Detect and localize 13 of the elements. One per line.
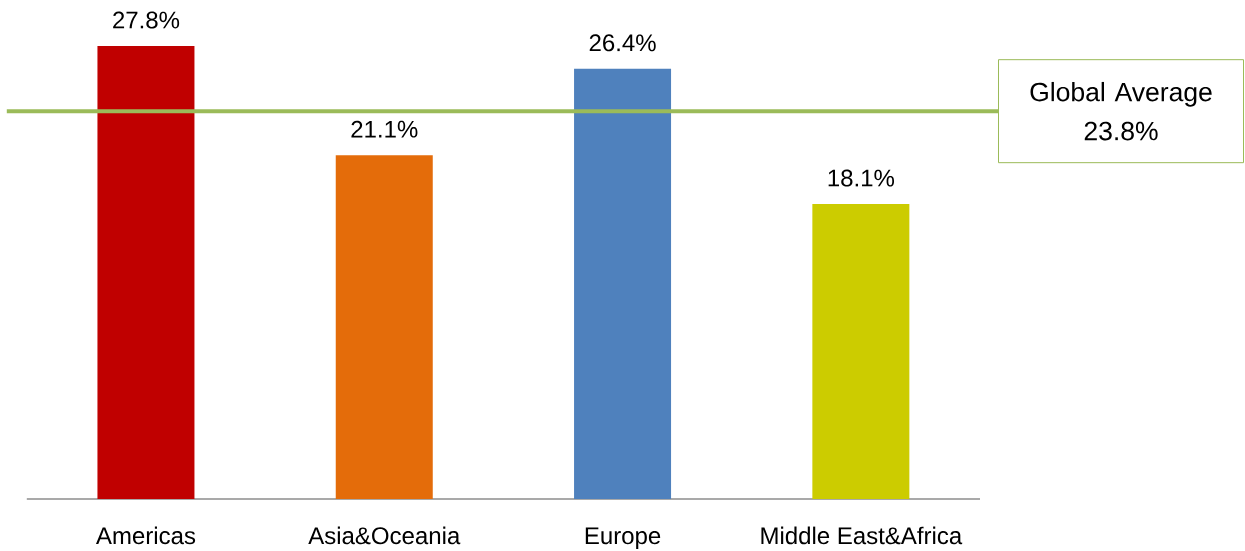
bar bbox=[574, 68, 672, 499]
data-label: 21.1% bbox=[351, 120, 418, 138]
ref-line-label: Global Average 23.8% bbox=[1030, 81, 1212, 141]
x-tick-label: Americas bbox=[95, 526, 196, 545]
data-label: 18.1% bbox=[828, 169, 895, 187]
data-label: 26.4% bbox=[589, 34, 656, 52]
data-label: 27.8% bbox=[113, 11, 180, 29]
x-tick-label: Europe bbox=[585, 527, 661, 549]
bar bbox=[812, 204, 910, 499]
bar bbox=[97, 46, 195, 499]
x-tick-label: Asia&Oceania bbox=[308, 526, 461, 545]
bar bbox=[335, 155, 433, 499]
x-tick-label: Middle East&Africa bbox=[761, 526, 963, 545]
